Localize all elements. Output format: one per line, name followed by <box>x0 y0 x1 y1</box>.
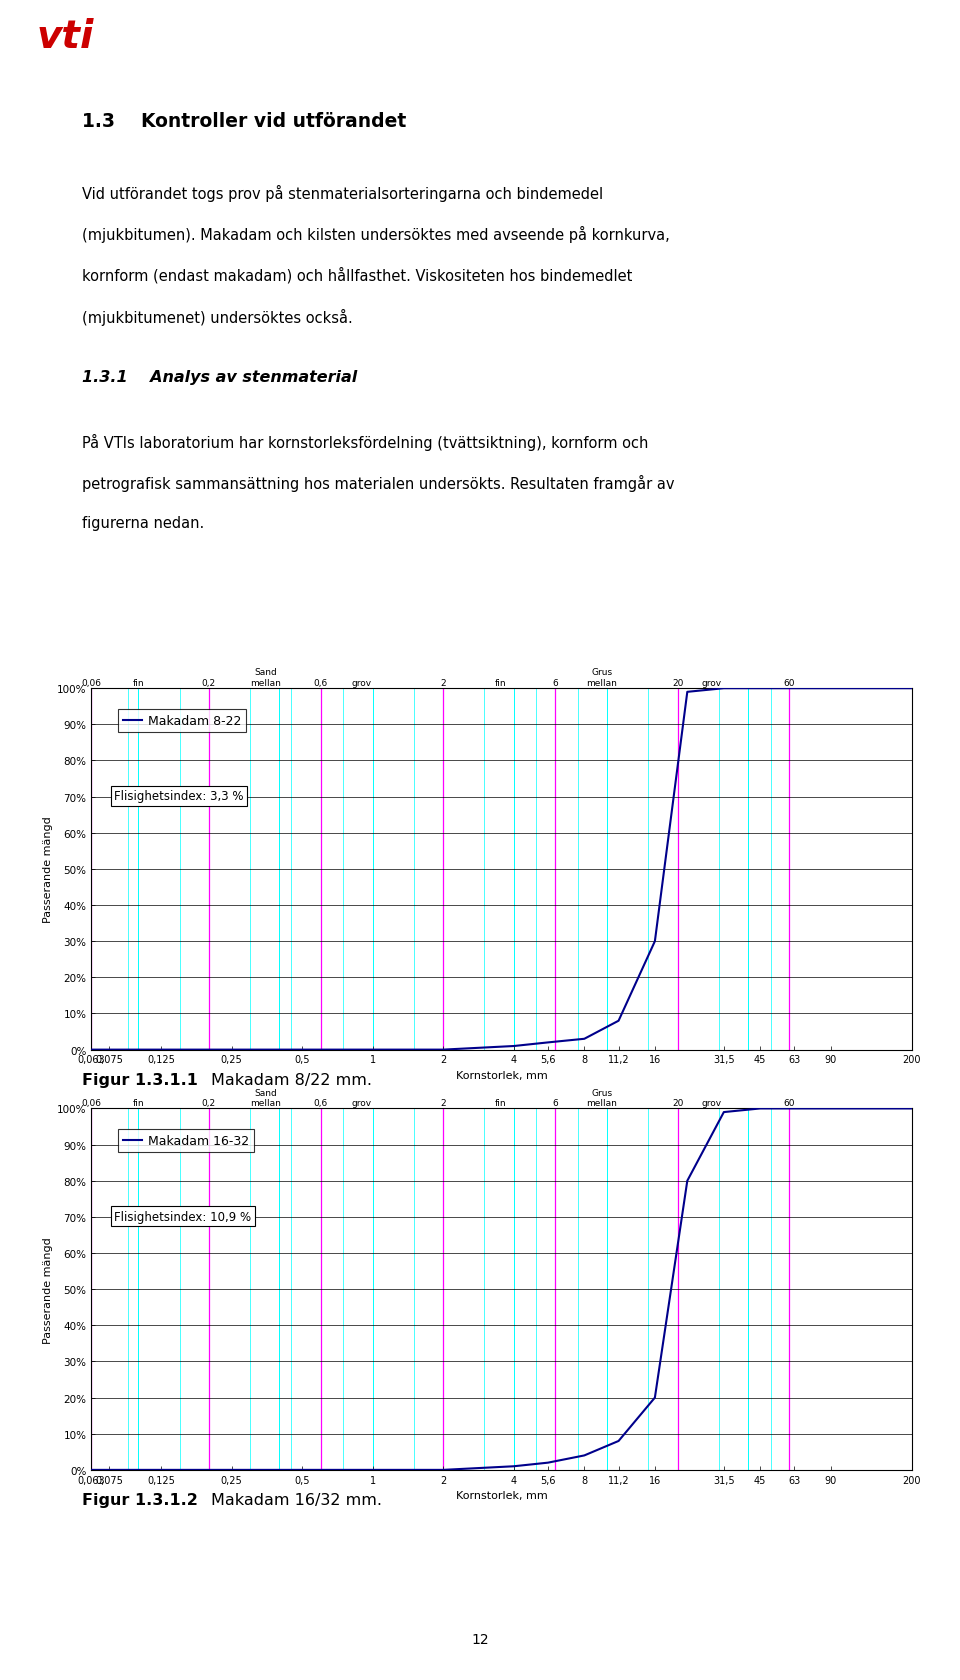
Text: vti: vti <box>36 18 94 55</box>
Text: figurerna nedan.: figurerna nedan. <box>82 516 204 531</box>
Text: Flisighetsindex: 3,3 %: Flisighetsindex: 3,3 % <box>114 790 244 803</box>
Text: 12: 12 <box>471 1631 489 1646</box>
Text: Vid utförandet togs prov på stenmaterialsorteringarna och bindemedel: Vid utförandet togs prov på stenmaterial… <box>82 185 603 202</box>
Y-axis label: Passerande mängd: Passerande mängd <box>42 1236 53 1342</box>
Text: Figur 1.3.1.1: Figur 1.3.1.1 <box>82 1072 198 1087</box>
Text: (mjukbitumenet) undersöktes också.: (mjukbitumenet) undersöktes också. <box>82 309 352 326</box>
Y-axis label: Passerande mängd: Passerande mängd <box>42 816 53 922</box>
X-axis label: Kornstorlek, mm: Kornstorlek, mm <box>456 1490 547 1500</box>
X-axis label: Kornstorlek, mm: Kornstorlek, mm <box>456 1070 547 1080</box>
Text: 1.3    Kontroller vid utförandet: 1.3 Kontroller vid utförandet <box>82 113 406 131</box>
Text: Makadam 16/32 mm.: Makadam 16/32 mm. <box>211 1492 382 1507</box>
Text: 1.3.1    Analys av stenmaterial: 1.3.1 Analys av stenmaterial <box>82 370 357 385</box>
Text: På VTIs laboratorium har kornstorleksfördelning (tvättsiktning), kornform och: På VTIs laboratorium har kornstorleksför… <box>82 433 648 450</box>
Legend: Makadam 8-22: Makadam 8-22 <box>118 709 247 732</box>
Text: kornform (endast makadam) och hållfasthet. Viskositeten hos bindemedlet: kornform (endast makadam) och hållfasthe… <box>82 267 632 284</box>
Text: Makadam 8/22 mm.: Makadam 8/22 mm. <box>211 1072 372 1087</box>
Legend: Makadam 16-32: Makadam 16-32 <box>118 1129 254 1152</box>
Text: petrografisk sammansättning hos materialen undersökts. Resultaten framgår av: petrografisk sammansättning hos material… <box>82 474 674 491</box>
Text: Figur 1.3.1.2: Figur 1.3.1.2 <box>82 1492 198 1507</box>
Text: (mjukbitumen). Makadam och kilsten undersöktes med avseende på kornkurva,: (mjukbitumen). Makadam och kilsten under… <box>82 227 669 244</box>
Text: Flisighetsindex: 10,9 %: Flisighetsindex: 10,9 % <box>114 1210 252 1223</box>
